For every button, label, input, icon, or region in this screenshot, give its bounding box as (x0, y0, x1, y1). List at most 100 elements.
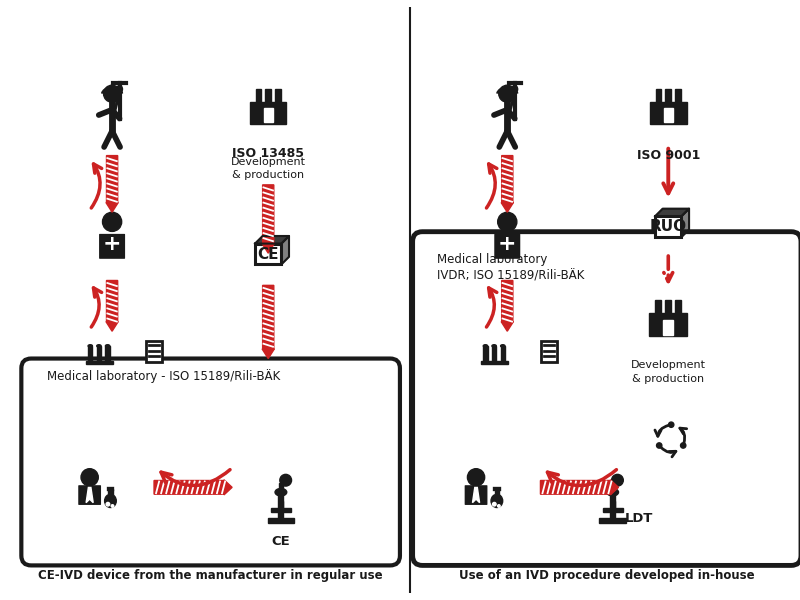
Text: +: + (103, 233, 122, 254)
FancyArrow shape (106, 155, 118, 212)
Bar (256, 89, 262, 102)
FancyArrow shape (501, 280, 514, 331)
Polygon shape (255, 236, 289, 244)
Circle shape (467, 469, 485, 486)
FancyBboxPatch shape (541, 341, 558, 362)
Ellipse shape (275, 488, 286, 496)
Bar (494, 489, 499, 501)
Bar (97, 346, 101, 362)
Text: CE: CE (258, 247, 279, 262)
Bar (279, 501, 282, 509)
Bar (108, 489, 113, 501)
Bar (106, 346, 110, 362)
Text: Medical laboratory
IVDR; ISO 15189/Rili-BÄK: Medical laboratory IVDR; ISO 15189/Rili-… (437, 253, 584, 283)
Ellipse shape (97, 345, 101, 347)
Circle shape (657, 443, 662, 448)
Circle shape (493, 502, 496, 506)
Ellipse shape (491, 494, 502, 508)
Circle shape (111, 505, 114, 507)
FancyArrow shape (154, 480, 232, 495)
Circle shape (498, 85, 516, 102)
Ellipse shape (606, 488, 618, 496)
Ellipse shape (105, 494, 116, 508)
Ellipse shape (492, 345, 496, 347)
Circle shape (106, 502, 110, 506)
Bar (492, 346, 496, 362)
Text: CE-IVD device from the manufacturer in regular use: CE-IVD device from the manufacturer in r… (38, 569, 383, 581)
FancyArrow shape (262, 286, 274, 359)
Bar (610, 501, 614, 509)
Bar (656, 89, 662, 102)
FancyArrow shape (106, 280, 118, 331)
Polygon shape (473, 487, 479, 503)
Circle shape (669, 422, 674, 427)
Bar (88, 346, 93, 362)
FancyArrow shape (262, 185, 274, 253)
Bar (664, 109, 673, 122)
Bar (469, 475, 483, 479)
Bar (675, 300, 682, 313)
Text: Development
& production: Development & production (230, 157, 306, 180)
Bar (610, 484, 614, 493)
Bar (482, 361, 508, 364)
Bar (655, 300, 661, 313)
Circle shape (498, 505, 500, 507)
Bar (610, 495, 615, 518)
Polygon shape (282, 236, 289, 265)
Circle shape (102, 212, 122, 232)
Bar (599, 518, 626, 523)
Polygon shape (655, 209, 689, 216)
FancyArrow shape (541, 480, 618, 495)
Circle shape (498, 212, 517, 232)
Bar (279, 484, 282, 493)
Text: Use of an IVD procedure developed in-house: Use of an IVD procedure developed in-hou… (459, 569, 754, 581)
Bar (267, 518, 294, 523)
Ellipse shape (483, 345, 487, 347)
FancyBboxPatch shape (655, 216, 682, 237)
Text: RUO: RUO (650, 219, 687, 234)
Bar (278, 495, 283, 518)
Bar (602, 508, 622, 512)
Bar (501, 346, 505, 362)
FancyBboxPatch shape (79, 486, 100, 504)
Bar (82, 475, 97, 479)
Text: ISO 13485: ISO 13485 (232, 147, 304, 160)
Text: ISO 9001: ISO 9001 (637, 149, 700, 162)
Bar (650, 102, 686, 124)
Circle shape (681, 443, 686, 448)
Text: +: + (498, 233, 517, 254)
FancyBboxPatch shape (100, 235, 124, 258)
Bar (663, 320, 673, 335)
Bar (264, 109, 273, 122)
Circle shape (280, 475, 291, 486)
Bar (649, 313, 687, 336)
Bar (86, 361, 113, 364)
Circle shape (611, 475, 623, 486)
FancyBboxPatch shape (22, 359, 400, 565)
FancyArrow shape (501, 155, 514, 212)
Circle shape (81, 469, 98, 486)
Text: Development
& production: Development & production (630, 361, 706, 383)
FancyBboxPatch shape (466, 486, 486, 504)
FancyBboxPatch shape (255, 244, 282, 265)
FancyBboxPatch shape (495, 235, 519, 258)
Bar (483, 346, 487, 362)
Circle shape (103, 85, 121, 102)
Ellipse shape (512, 85, 518, 93)
Text: CE: CE (271, 535, 290, 548)
Text: Medical laboratory - ISO 15189/Rili-BÄK: Medical laboratory - ISO 15189/Rili-BÄK (46, 369, 280, 383)
Polygon shape (86, 487, 93, 503)
Bar (266, 89, 271, 102)
Bar (666, 89, 671, 102)
Ellipse shape (501, 345, 505, 347)
Ellipse shape (88, 345, 93, 347)
Polygon shape (682, 209, 689, 237)
Ellipse shape (106, 345, 110, 347)
FancyBboxPatch shape (413, 232, 800, 565)
Bar (275, 89, 281, 102)
Ellipse shape (117, 85, 122, 93)
Bar (666, 300, 671, 313)
Bar (270, 508, 291, 512)
FancyBboxPatch shape (146, 341, 162, 362)
Text: LDT: LDT (625, 512, 653, 525)
